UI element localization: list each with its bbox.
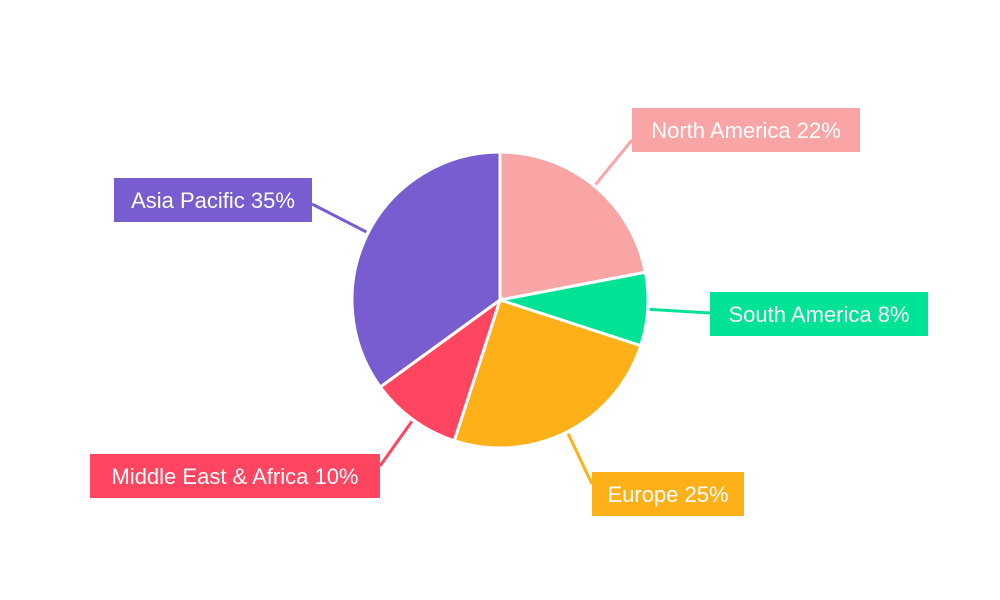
data-label: North America 22% — [651, 118, 841, 143]
leader-line — [311, 202, 368, 234]
data-label: Europe 25% — [607, 482, 728, 507]
pie-slice-middle-east-africa[interactable] — [378, 296, 503, 443]
data-label-box — [632, 108, 860, 152]
pie-slice-asia-pacific[interactable] — [350, 150, 502, 390]
data-label-box — [90, 454, 380, 498]
leader-line — [594, 139, 634, 186]
leader-line — [566, 433, 594, 485]
leader-line — [378, 420, 414, 467]
data-label: Middle East & Africa 10% — [111, 464, 358, 489]
pie-slice-north-america[interactable] — [498, 150, 648, 302]
data-label-box — [114, 178, 312, 222]
data-label: South America 8% — [729, 302, 910, 327]
data-label: Asia Pacific 35% — [131, 188, 295, 213]
data-label-box — [592, 472, 744, 516]
data-label-box — [710, 292, 928, 336]
leader-line — [649, 307, 711, 315]
pie-slice-europe[interactable] — [452, 298, 643, 450]
